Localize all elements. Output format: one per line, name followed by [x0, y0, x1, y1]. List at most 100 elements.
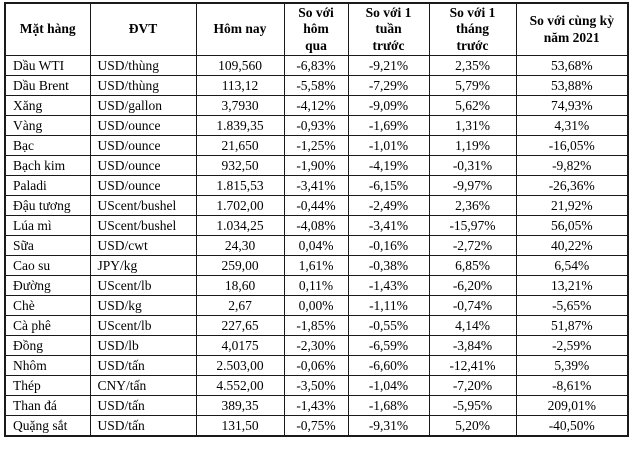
table-row: Cà phê UScent/lb 227,65 -1,85% -0,55% 4,14% 51…	[4, 315, 629, 337]
unit: USD/ounce	[89, 155, 197, 177]
change-vs-2021: -16,05%	[515, 135, 629, 157]
table-row: Paladi USD/ounce 1.815,53 -3,41% -6,15% -9,97…	[4, 175, 629, 197]
commodity-name: Nhôm	[4, 355, 91, 377]
price-table-container: Mặt hàng ĐVT Hôm nay So với hôm qua So v…	[4, 2, 629, 437]
commodity-name: Vàng	[4, 115, 91, 137]
col-header-today: Hôm nay	[195, 2, 285, 57]
commodity-price-table: Mặt hàng ĐVT Hôm nay So với hôm qua So v…	[4, 2, 629, 437]
price-today: 1.702,00	[195, 195, 285, 217]
table-row: Đậu tương UScent/bushel 1.702,00 -0,44% -2,4…	[4, 195, 629, 217]
table-row: Quặng sắt USD/tấn 131,50 -0,75% -9,31% 5,20% -…	[4, 415, 629, 437]
change-vs-yesterday: 0,04%	[283, 235, 349, 257]
unit: USD/ounce	[89, 175, 197, 197]
table-row: Dầu WTI USD/thùng 109,560 -6,83% -9,21% 2,35%…	[4, 55, 629, 77]
change-vs-week: -7,29%	[347, 75, 430, 97]
change-vs-2021: -2,59%	[515, 335, 629, 357]
commodity-name: Cà phê	[4, 315, 91, 337]
change-vs-2021: 4,31%	[515, 115, 629, 137]
change-vs-month: -3,84%	[428, 335, 517, 357]
change-vs-week: -1,01%	[347, 135, 430, 157]
price-today: 2.503,00	[195, 355, 285, 377]
change-vs-week: -9,31%	[347, 415, 430, 437]
price-today: 227,65	[195, 315, 285, 337]
change-vs-yesterday: -1,43%	[283, 395, 349, 417]
change-vs-week: -1,68%	[347, 395, 430, 417]
change-vs-2021: 40,22%	[515, 235, 629, 257]
change-vs-month: 6,85%	[428, 255, 517, 277]
change-vs-yesterday: -0,75%	[283, 415, 349, 437]
unit: UScent/lb	[89, 275, 197, 297]
table-row: Than đá USD/tấn 389,35 -1,43% -1,68% -5,95% 20…	[4, 395, 629, 417]
change-vs-week: -1,11%	[347, 295, 430, 317]
change-vs-2021: 74,93%	[515, 95, 629, 117]
unit: USD/ounce	[89, 135, 197, 157]
price-today: 2,67	[195, 295, 285, 317]
change-vs-month: 2,35%	[428, 55, 517, 77]
unit: USD/tấn	[89, 355, 197, 377]
unit: USD/lb	[89, 335, 197, 357]
change-vs-week: -1,43%	[347, 275, 430, 297]
unit: JPY/kg	[89, 255, 197, 277]
commodity-name: Bạc	[4, 135, 91, 157]
table-row: Đồng USD/lb 4,0175 -2,30% -6,59% -3,84% -2,59%	[4, 335, 629, 357]
change-vs-week: -0,16%	[347, 235, 430, 257]
change-vs-2021: -5,65%	[515, 295, 629, 317]
unit: USD/gallon	[89, 95, 197, 117]
commodity-name: Dầu WTI	[4, 55, 91, 77]
change-vs-yesterday: 1,61%	[283, 255, 349, 277]
unit: USD/cwt	[89, 235, 197, 257]
unit: UScent/lb	[89, 315, 197, 337]
unit: USD/kg	[89, 295, 197, 317]
change-vs-week: -3,41%	[347, 215, 430, 237]
col-header-vs-yesterday: So với hôm qua	[283, 2, 349, 57]
table-row: Thép CNY/tấn 4.552,00 -3,50% -1,04% -7,20% -8,…	[4, 375, 629, 397]
change-vs-2021: -26,36%	[515, 175, 629, 197]
commodity-name: Đồng	[4, 335, 91, 357]
price-today: 4,0175	[195, 335, 285, 357]
change-vs-month: 2,36%	[428, 195, 517, 217]
price-today: 389,35	[195, 395, 285, 417]
table-row: Xăng USD/gallon 3,7930 -4,12% -9,09% 5,62% 74,…	[4, 95, 629, 117]
change-vs-yesterday: -0,06%	[283, 355, 349, 377]
price-today: 1.815,53	[195, 175, 285, 197]
change-vs-month: 5,79%	[428, 75, 517, 97]
unit: USD/thùng	[89, 55, 197, 77]
commodity-name: Xăng	[4, 95, 91, 117]
change-vs-yesterday: -1,85%	[283, 315, 349, 337]
unit: USD/tấn	[89, 395, 197, 417]
change-vs-yesterday: -3,41%	[283, 175, 349, 197]
unit: UScent/bushel	[89, 215, 197, 237]
change-vs-week: -6,60%	[347, 355, 430, 377]
commodity-name: Bạch kim	[4, 155, 91, 177]
change-vs-week: -6,15%	[347, 175, 430, 197]
change-vs-week: -1,04%	[347, 375, 430, 397]
change-vs-month: -12,41%	[428, 355, 517, 377]
commodity-name: Lúa mì	[4, 215, 91, 237]
change-vs-week: -6,59%	[347, 335, 430, 357]
change-vs-week: -4,19%	[347, 155, 430, 177]
change-vs-2021: -9,82%	[515, 155, 629, 177]
change-vs-month: 5,20%	[428, 415, 517, 437]
price-today: 4.552,00	[195, 375, 285, 397]
change-vs-week: -1,69%	[347, 115, 430, 137]
table-row: Vàng USD/ounce 1.839,35 -0,93% -1,69% 1,31% 4,…	[4, 115, 629, 137]
commodity-name: Dầu Brent	[4, 75, 91, 97]
unit: USD/thùng	[89, 75, 197, 97]
table-row: Cao su JPY/kg 259,00 1,61% -0,38% 6,85% 6,54%	[4, 255, 629, 277]
change-vs-2021: 21,92%	[515, 195, 629, 217]
unit: USD/tấn	[89, 415, 197, 437]
change-vs-yesterday: -0,44%	[283, 195, 349, 217]
col-header-vs-month: So với 1 tháng trước	[428, 2, 517, 57]
change-vs-2021: 53,88%	[515, 75, 629, 97]
commodity-name: Quặng sắt	[4, 415, 91, 437]
table-row: Bạc USD/ounce 21,650 -1,25% -1,01% 1,19% -16,0…	[4, 135, 629, 157]
change-vs-month: 1,19%	[428, 135, 517, 157]
change-vs-month: -7,20%	[428, 375, 517, 397]
table-row: Lúa mì UScent/bushel 1.034,25 -4,08% -3,41% -…	[4, 215, 629, 237]
table-row: Dầu Brent USD/thùng 113,12 -5,58% -7,29% 5,79…	[4, 75, 629, 97]
commodity-name: Đậu tương	[4, 195, 91, 217]
commodity-name: Chè	[4, 295, 91, 317]
change-vs-week: -0,55%	[347, 315, 430, 337]
change-vs-yesterday: 0,00%	[283, 295, 349, 317]
commodity-name: Cao su	[4, 255, 91, 277]
